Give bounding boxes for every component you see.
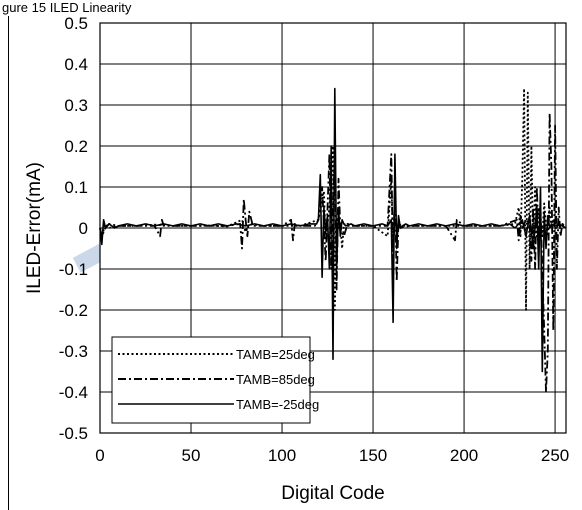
y-tick-label: 0 (79, 219, 88, 238)
x-axis-title: Digital Code (281, 483, 385, 504)
series-line-tamb-25deg (99, 87, 567, 373)
y-tick-label: 0.3 (64, 96, 88, 115)
y-tick-label: -0.2 (59, 301, 88, 320)
y-tick-label: 0.4 (64, 55, 88, 74)
y-tick-label: -0.5 (59, 424, 88, 443)
x-tick-label: 100 (268, 446, 296, 465)
y-tick-label: 0.1 (64, 178, 88, 197)
y-tick-label: -0.3 (59, 342, 88, 361)
y-tick-label: 0.2 (64, 137, 88, 156)
legend-label: TAMB=85deg (236, 372, 315, 387)
y-tick-label: -0.1 (59, 260, 88, 279)
figure-caption-fragment: gure 15 ILED Linearity (2, 0, 132, 15)
x-tick-label: 200 (450, 446, 478, 465)
page-border-rule (8, 16, 9, 510)
x-tick-label: 50 (182, 446, 201, 465)
legend-label: TAMB=-25deg (236, 397, 319, 412)
y-tick-label: -0.4 (59, 383, 88, 402)
x-tick-label: 150 (359, 446, 387, 465)
x-tick-label: 0 (95, 446, 104, 465)
legend-label: TAMB=25deg (236, 347, 315, 362)
x-tick-label: 250 (541, 446, 569, 465)
y-tick-label: 0.5 (64, 14, 88, 33)
y-axis-title: ILED-Error(mA) (24, 162, 45, 294)
